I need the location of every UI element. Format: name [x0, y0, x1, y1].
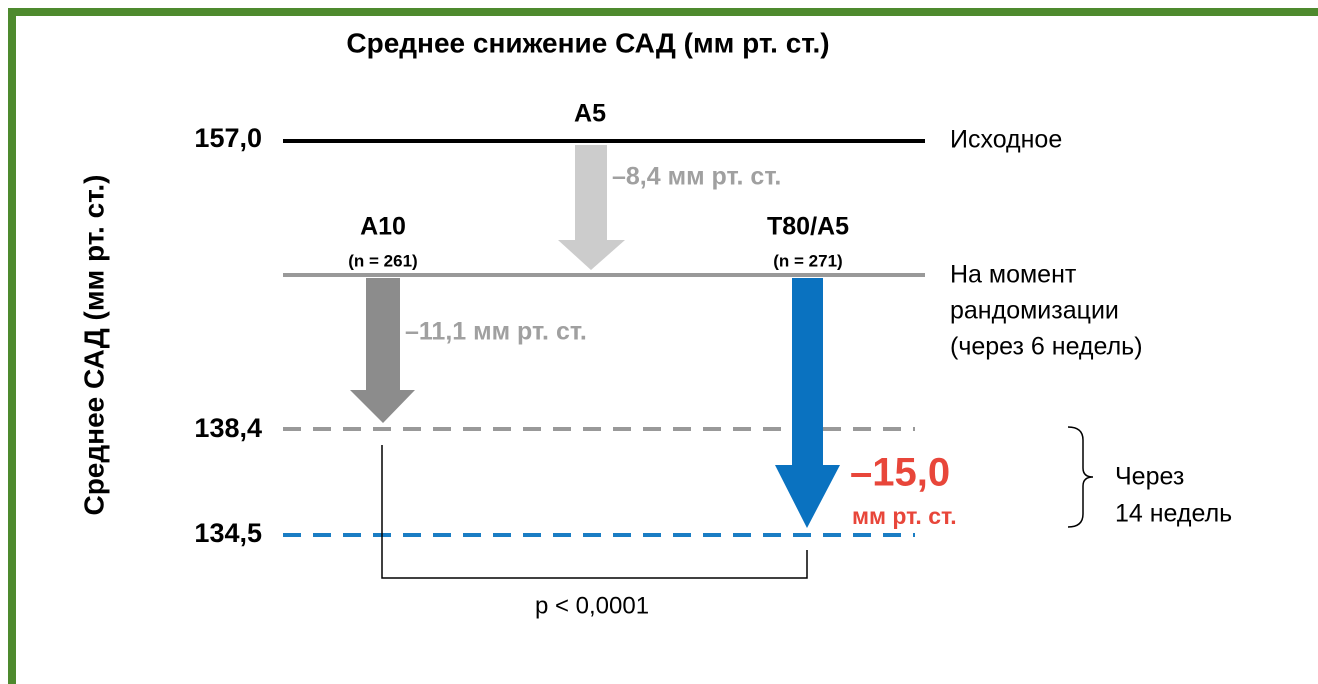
level-label: 14 недель — [1115, 500, 1232, 528]
left-border — [8, 8, 16, 684]
level-label: рандомизации — [950, 297, 1119, 325]
level-label: На момент — [950, 261, 1077, 289]
group-name: T80/A5 — [767, 213, 849, 241]
title: Среднее снижение САД (мм рт. ст.) — [346, 27, 829, 58]
level: 138,4 — [194, 413, 262, 443]
change-label: –8,4 мм рт. ст. — [612, 163, 781, 191]
group-name: A5 — [574, 100, 606, 128]
t80a5-arrow — [775, 278, 840, 528]
level: 157,0 — [194, 123, 262, 153]
a10-arrow — [350, 278, 415, 423]
group-name: A10 — [360, 213, 406, 241]
comparison-bracket — [381, 445, 808, 579]
top-border — [8, 8, 1318, 16]
change-label: –15,0 — [850, 451, 950, 495]
y-axis-label: Среднее САД (мм рт. ст.) — [78, 174, 109, 515]
level: 134,5 — [194, 518, 262, 548]
p-value: p < 0,0001 — [535, 592, 649, 619]
change-label: –11,1 мм рт. ст. — [405, 318, 587, 346]
brace — [1067, 426, 1094, 528]
change-unit: мм рт. ст. — [852, 503, 957, 529]
level-label: Исходное — [950, 126, 1062, 154]
group-n: (n = 261) — [348, 251, 417, 270]
level-label: (через 6 недель) — [950, 333, 1143, 361]
group-n: (n = 271) — [773, 251, 842, 270]
a5-arrow — [558, 145, 625, 270]
level-label: Через — [1115, 463, 1184, 491]
